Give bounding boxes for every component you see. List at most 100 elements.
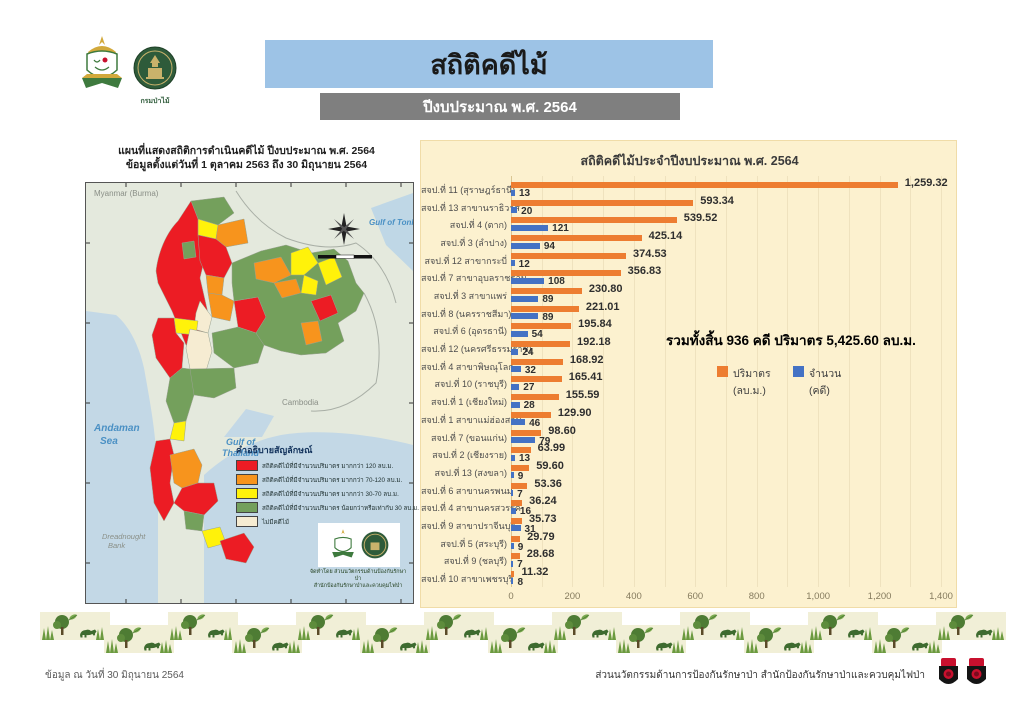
map-legend: คำอธิบายสัญลักษณ์ สถิติคดีไม้ที่มีจำนวนป… (236, 443, 419, 530)
volume-bar (511, 376, 562, 383)
label-andaman-2: Sea (100, 436, 118, 447)
volume-bar (511, 429, 542, 436)
volume-value-label: 28.68 (526, 548, 555, 561)
scale-bar (318, 254, 372, 259)
forest-border-tile (232, 625, 302, 653)
cases-bar (511, 454, 515, 461)
category-label: สจป.ที่ 13 สาขานราธิวาส (421, 202, 520, 213)
map-legend-item: สถิติคดีไม้ที่มีจำนวนปริมาตร มากกว่า 120… (236, 460, 406, 471)
cases-value-label: 9 (517, 470, 524, 482)
map-legend-item: สถิติคดีไม้ที่มีจำนวนปริมาตร มากกว่า 70-… (236, 474, 406, 485)
map-credit-line1: จัดทำโดย ส่วนนวัตกรรมด้านป้องกันรักษาป่า (309, 569, 407, 582)
map-legend-swatch (236, 460, 258, 471)
map-legend-swatch (236, 502, 258, 513)
volume-value-label: 230.80 (588, 283, 623, 296)
cases-value-label: 9 (517, 541, 524, 553)
cases-bar (511, 437, 536, 444)
volume-bar (511, 535, 521, 542)
map-frame-ticks (86, 183, 413, 603)
category-label: สจป.ที่ 4 สาขาพิษณุโลก (421, 361, 514, 372)
cases-value-label: 13 (518, 188, 531, 199)
volume-value-label: 36.24 (529, 495, 557, 508)
seal-icon (133, 46, 177, 90)
legend-label: จำนวน (809, 368, 842, 380)
volume-bar (511, 500, 523, 507)
label-gulf-of-tonkin: Gulf of Tonkin (369, 218, 413, 227)
cases-value-label: 16 (519, 506, 532, 518)
volume-bar (511, 447, 531, 454)
cases-bar (511, 543, 514, 550)
volume-bar (511, 182, 898, 188)
map-title-line2: ข้อมูลตั้งแต่วันที่ 1 ตุลาคม 2563 ถึง 30… (125, 159, 368, 171)
volume-value-label: 195.84 (578, 318, 612, 331)
volume-value-label: 192.18 (577, 336, 611, 349)
chart-gridline (726, 176, 727, 587)
bar-chart-panel: สถิติคดีไม้ประจำปีงบประมาณ พ.ศ. 2564 0 20… (420, 140, 957, 608)
seal-icon-small (361, 531, 388, 559)
cases-value-label: 31 (524, 523, 536, 535)
thailand-choropleth-map: Myanmar (Burma) Gulf of Tonkin Cambodia … (85, 182, 423, 604)
category-label: สจป.ที่ 5 (สระบุรี) (440, 538, 507, 549)
volume-value-label: 59.60 (536, 459, 564, 472)
forest-border-tile (808, 612, 878, 640)
cases-bar (511, 578, 514, 585)
cases-value-label: 89 (542, 294, 554, 306)
volume-value-label: 35.73 (528, 512, 557, 525)
x-axis-tick-label: 600 (687, 591, 704, 602)
map-legend-item: สถิติคดีไม้ที่มีจำนวนปริมาตร มากกว่า 30-… (236, 488, 406, 499)
cases-bar (511, 224, 549, 231)
volume-bar (511, 217, 677, 224)
map-credit-line2: สำนักป้องกันรักษาป่าและควบคุมไฟป่า (313, 582, 403, 589)
cases-value-label: 28 (523, 400, 535, 412)
cases-value-label: 12 (518, 258, 530, 270)
volume-bar (511, 358, 563, 365)
page-subtitle: ปีงบประมาณ พ.ศ. 2564 (320, 93, 680, 120)
forest-protection-emblem-icon (936, 658, 961, 695)
crest-icon (82, 36, 122, 88)
category-label: สจป.ที่ 4 (ตาก) (449, 220, 507, 231)
cases-value-label: 7 (517, 559, 523, 571)
chart-gridline (910, 176, 912, 587)
footer-data-date: ข้อมูล ณ วันที่ 30 มิถุนายน 2564 (45, 670, 184, 681)
cases-bar (511, 313, 539, 320)
volume-value-label: 425.14 (648, 230, 683, 243)
map-legend-item: ไม่มีคดีไม้ (236, 516, 406, 527)
chart-gridline (756, 176, 758, 587)
legend-label: ปริมาตร (733, 368, 771, 380)
chart-gridline (941, 176, 942, 587)
label-myanmar: Myanmar (Burma) (94, 189, 159, 198)
volume-value-label: 374.53 (633, 247, 667, 260)
category-label: สจป.ที่ 6 สาขานครพนม (421, 485, 513, 496)
forest-protection-emblem-icon (964, 658, 989, 695)
map-legend-label: สถิติคดีไม้ที่มีจำนวนปริมาตร มากกว่า 70-… (262, 476, 403, 484)
forest-border-tile (104, 625, 174, 653)
crest-icon-small (331, 529, 354, 558)
volume-bar (511, 411, 551, 418)
chart-gridline (572, 176, 574, 587)
cases-bar (511, 472, 514, 479)
cases-bar (511, 330, 528, 337)
label-gulf-thailand-2: Thailand (222, 448, 260, 458)
label-andaman-1: Andaman (93, 423, 140, 434)
x-axis-tick-label: 400 (625, 591, 642, 602)
thailand-provinces (149, 196, 365, 564)
volume-bar (511, 570, 515, 577)
category-label: สจป.ที่ 9 (ชลบุรี) (443, 556, 507, 567)
category-label: สจป.ที่ 13 (สงขลา) (434, 467, 507, 478)
cases-bar (511, 189, 515, 196)
forest-border-tile (168, 612, 238, 640)
page-title: สถิติคดีไม้ (265, 40, 713, 88)
cases-bar (511, 207, 518, 214)
category-label: สจป.ที่ 4 สาขานครสวรรค์ (421, 503, 521, 514)
cases-value-label: 54 (531, 329, 543, 341)
cases-value-label: 89 (542, 311, 554, 323)
map-legend-title: คำอธิบายสัญลักษณ์ (236, 445, 313, 455)
volume-value-label: 165.41 (568, 371, 603, 384)
x-axis-tick-label: 200 (564, 591, 581, 602)
forest-border-tile (936, 612, 1006, 640)
volume-bar (511, 305, 579, 312)
map-legend-items: สถิติคดีไม้ที่มีจำนวนปริมาตร มากกว่า 120… (236, 460, 419, 527)
cases-bar (511, 490, 514, 497)
volume-value-label: 593.34 (700, 194, 734, 207)
volume-value-label: 63.99 (537, 442, 566, 455)
